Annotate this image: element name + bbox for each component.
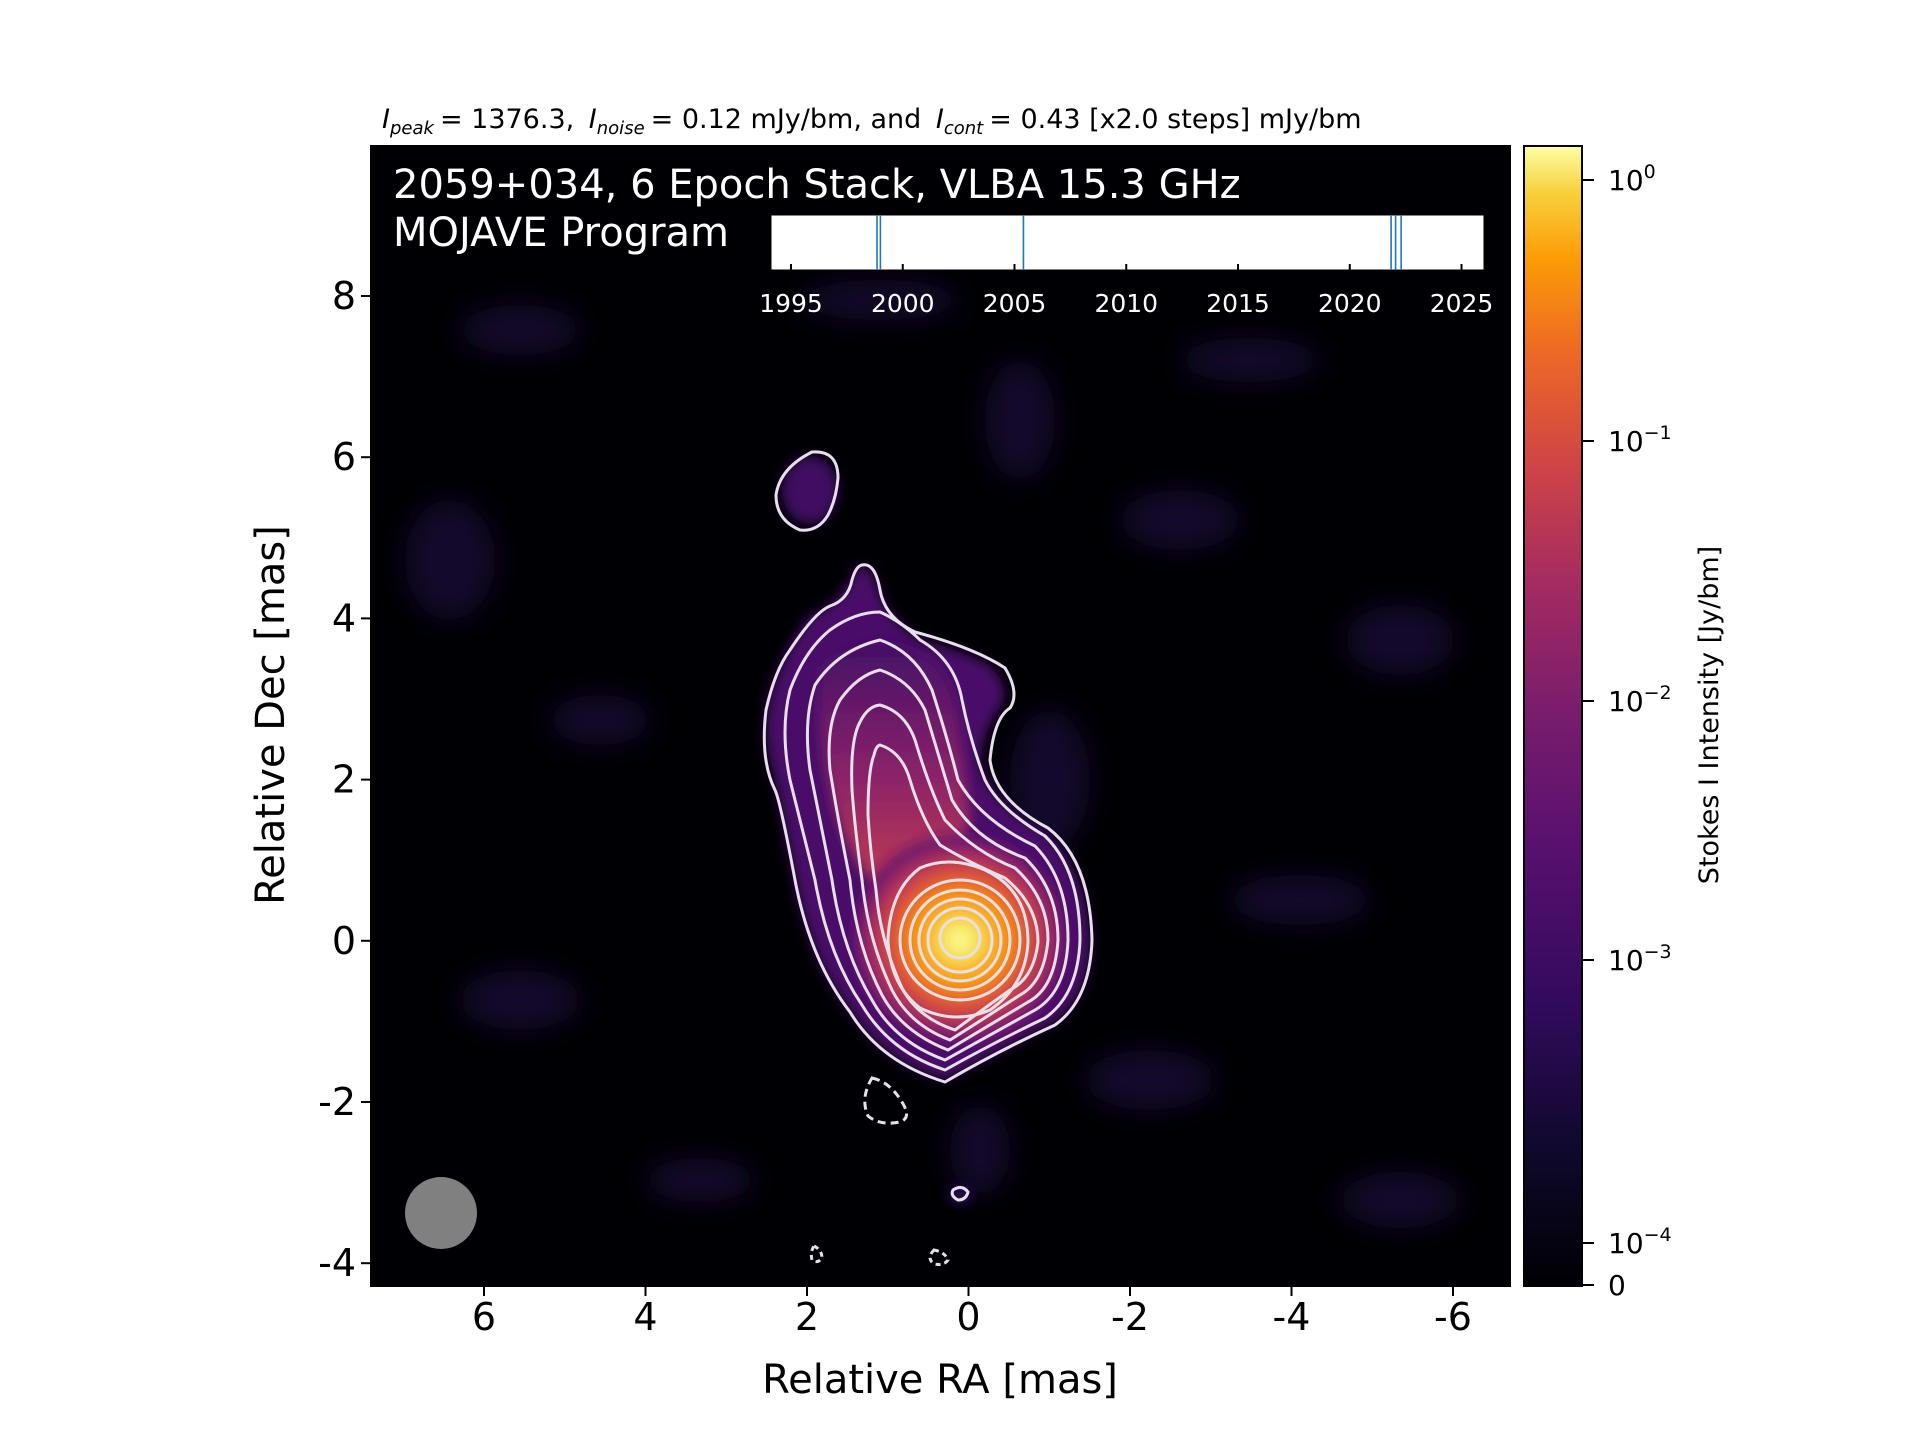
contour-level-5: [850, 703, 1050, 1042]
x-tick-label: 0: [956, 1295, 980, 1339]
image-frame: [370, 145, 1511, 1287]
colorbar-tick-label: 10−3: [1608, 941, 1672, 977]
contour-level-1: [762, 563, 1094, 1084]
colorbar-tick-label: 10−2: [1608, 682, 1672, 718]
y-tick-label: 8: [332, 274, 356, 318]
contour-level-8: [898, 878, 1022, 1002]
epoch-tick-label: 2010: [1094, 289, 1158, 318]
y-axis-label: Relative Dec [mas]: [248, 525, 294, 905]
colorbar-tick-label: 0: [1608, 1269, 1626, 1302]
source-label: 2059+034, 6 Epoch Stack, VLBA 15.3 GHz: [393, 162, 1241, 208]
x-tick-label: 6: [472, 1295, 496, 1339]
contour-level-2: [783, 610, 1082, 1072]
y-tick-label: 4: [332, 596, 356, 640]
contour-negative-1: [863, 1076, 908, 1125]
image-panel: 2059+034, 6 Epoch Stack, VLBA 15.3 GHz M…: [370, 145, 1511, 1287]
x-tick-label: -6: [1434, 1295, 1472, 1339]
x-axis-label: Relative RA [mas]: [762, 1357, 1118, 1403]
epoch-timeline: 1995 2000 2005 2010 2015 2020 2025: [759, 214, 1493, 318]
x-axis-ticks: 6 4 2 0 -2 -4 -6: [472, 1286, 1472, 1339]
colorbar-tick-label: 10−4: [1608, 1224, 1672, 1260]
program-label: MOJAVE Program: [393, 210, 729, 256]
contour-level-9: [908, 888, 1012, 992]
y-tick-label: 2: [332, 758, 356, 802]
noise-background: [405, 280, 1460, 1228]
y-tick-label: 6: [332, 435, 356, 479]
colorbar-ticks: 100 10−1 10−2 10−3 10−4 0: [1582, 161, 1672, 1302]
epoch-lines: [876, 215, 1402, 270]
colorbar: 100 10−1 10−2 10−3 10−4 0 Stokes I Intensity …: [1523, 145, 1725, 1302]
contour-negative-2: [809, 1244, 824, 1264]
epoch-tick-label: 1995: [759, 289, 823, 318]
contour-level-10: [917, 897, 1003, 983]
x-tick-label: 2: [795, 1295, 819, 1339]
epoch-tick-label: 2000: [871, 289, 935, 318]
epoch-tick-label: 2015: [1206, 289, 1270, 318]
x-tick-label: -2: [1111, 1295, 1149, 1339]
colorbar-tick-label: 100: [1608, 161, 1656, 197]
contour-knot-south: [950, 1185, 970, 1202]
y-tick-label: -4: [318, 1241, 356, 1285]
x-tick-label: -4: [1273, 1295, 1311, 1339]
contour-negative-3: [928, 1248, 950, 1266]
contour-level-3: [805, 638, 1070, 1062]
epoch-tick-label: 2005: [983, 289, 1047, 318]
contour-level-11: [926, 906, 994, 974]
colorbar-gradient: [1523, 145, 1583, 1287]
y-axis-ticks: 8 6 4 2 0 -2 -4: [318, 274, 371, 1285]
x-tick-label: 4: [633, 1295, 657, 1339]
colorbar-label: Stokes I Intensity [Jy/bm]: [1694, 546, 1725, 884]
contour-knot-north: [774, 450, 840, 532]
epoch-timeline-box: [770, 214, 1485, 271]
contour-level-7: [886, 860, 1030, 1019]
contours: [762, 450, 1094, 1266]
epoch-ticks: 1995 2000 2005 2010 2015 2020 2025: [759, 264, 1493, 318]
plot-title: Ipeak = 1376.3, Inoise = 0.12 mJy/bm, and …: [382, 104, 1362, 139]
contour-level-12: [938, 916, 982, 960]
contour-level-4: [827, 668, 1060, 1052]
epoch-tick-label: 2025: [1430, 289, 1494, 318]
colorbar-tick-label: 10−1: [1608, 422, 1672, 458]
y-tick-label: -2: [318, 1080, 356, 1124]
beam-ellipse: [405, 1177, 477, 1249]
epoch-tick-label: 2020: [1318, 289, 1382, 318]
y-tick-label: 0: [332, 919, 356, 963]
